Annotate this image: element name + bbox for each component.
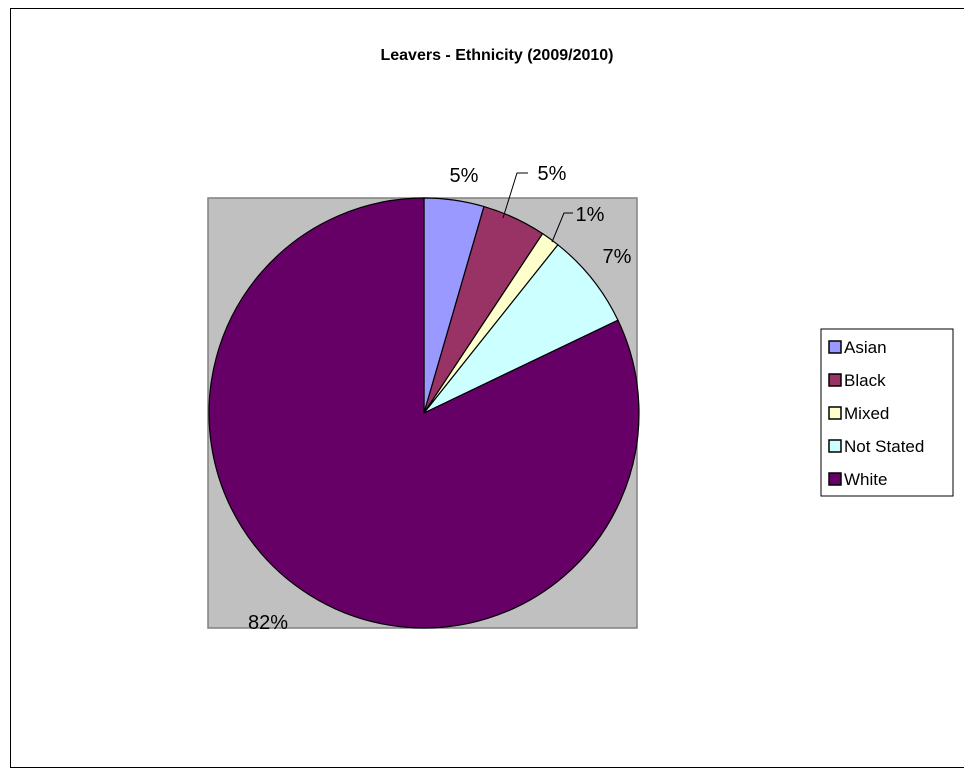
legend-box	[820, 328, 954, 497]
chart-title: Leavers - Ethnicity (2009/2010)	[380, 47, 613, 64]
legend-label-mixed: Mixed	[844, 404, 889, 423]
leader-lines	[502, 172, 573, 243]
legend-swatch-white	[828, 472, 842, 486]
legend-swatch-asian	[828, 340, 842, 354]
legend-label-white: White	[844, 470, 887, 489]
legend-swatch-mixed	[828, 406, 842, 420]
legend-label-black: Black	[844, 371, 886, 390]
legend-swatch-black	[828, 373, 842, 387]
legend-label-not-stated: Not Stated	[844, 437, 924, 456]
data-label-asian: 5%	[450, 165, 479, 187]
legend: Asian Black Mixed Not Stated White	[820, 328, 954, 497]
legend-label-asian: Asian	[844, 338, 887, 357]
pie-slices	[208, 197, 640, 629]
pie-chart: Leavers - Ethnicity (2009/2010) 5% 5% 1% 7%…	[207, 47, 954, 634]
data-label-black: 5%	[538, 163, 567, 185]
data-labels: 5% 5% 1% 7% 82%	[248, 163, 632, 634]
legend-swatch-not-stated	[828, 439, 842, 453]
leader-line-mixed	[551, 212, 573, 243]
data-label-white: 82%	[248, 612, 288, 634]
pie-slice-white	[208, 197, 640, 629]
leader-line-black	[502, 172, 528, 219]
data-label-not-stated: 7%	[603, 246, 632, 268]
data-label-mixed: 1%	[576, 204, 605, 226]
